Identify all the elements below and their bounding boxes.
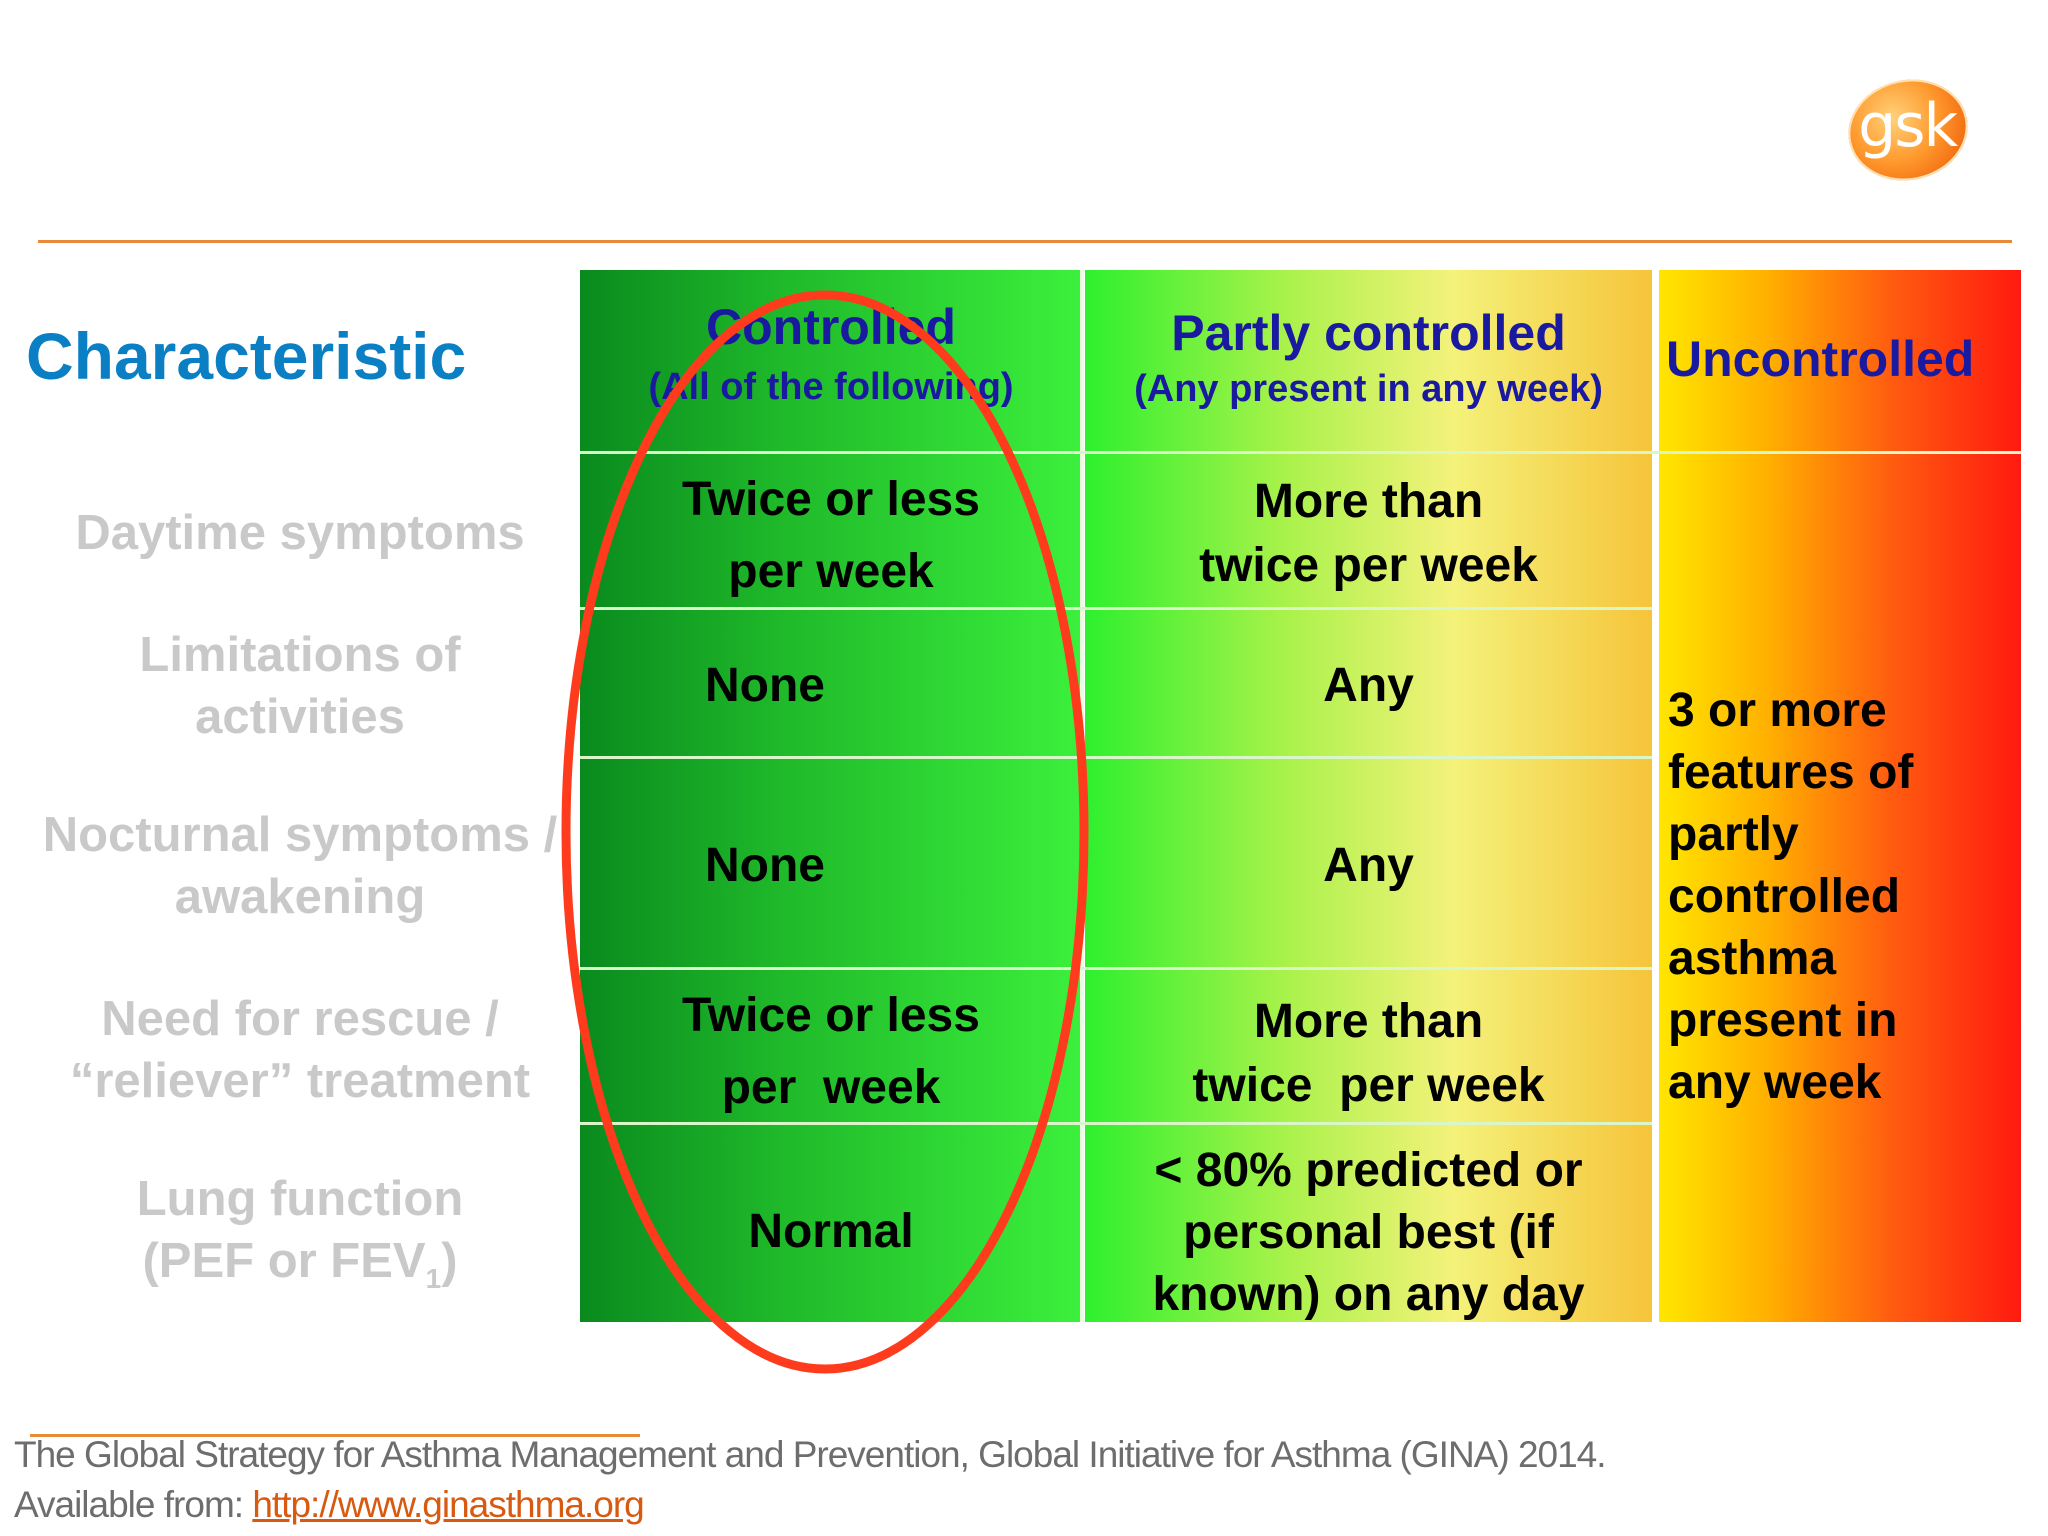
cell-line: < 80% predicted or xyxy=(1154,1144,1583,1197)
bottom-divider xyxy=(30,1434,640,1437)
cell-line: partly xyxy=(1668,808,1799,861)
row-label-limitations: Limitations of activities xyxy=(20,624,580,748)
row-label-line: Daytime symptoms xyxy=(75,506,525,560)
citation: The Global Strategy for Asthma Managemen… xyxy=(14,1430,1607,1530)
cell-line: Twice or less xyxy=(682,989,980,1042)
row-label-line: Nocturnal symptoms / xyxy=(42,808,558,862)
cell-line: None xyxy=(705,659,825,712)
cell-partly-limitations: Any xyxy=(1085,654,1652,718)
cell-line: controlled xyxy=(1668,870,1901,923)
row-label-rescue: Need for rescue / “reliever” treatment xyxy=(20,988,580,1112)
cell-controlled-limitations: None xyxy=(580,654,950,718)
row-divider xyxy=(580,756,1652,759)
row-label-lung-function: Lung function (PEF or FEV1) xyxy=(20,1168,580,1310)
cell-partly-rescue: More than twice per week xyxy=(1085,990,1652,1118)
cell-line: Twice or less xyxy=(682,473,980,526)
row-label-subscript: 1 xyxy=(425,1262,442,1294)
row-label-line: (PEF or FEV1) xyxy=(20,1230,580,1310)
column-controlled xyxy=(580,270,1082,1322)
header-subtitle: (Any present in any week) xyxy=(1134,368,1603,410)
header-subtitle: (All of the following) xyxy=(648,366,1014,408)
row-label-line: Limitations of xyxy=(139,628,461,682)
cell-line: More than xyxy=(1253,475,1484,528)
cell-line: Any xyxy=(1323,659,1414,712)
row-divider xyxy=(580,967,1652,970)
available-prefix: Available from: xyxy=(14,1484,253,1525)
highlight-ellipse xyxy=(561,290,1089,1374)
column-separator xyxy=(1652,270,1659,1322)
citation-available: Available from: http://www.ginasthma.org xyxy=(14,1480,1606,1530)
row-divider xyxy=(580,1122,1652,1125)
row-label-line: Need for rescue / xyxy=(101,992,499,1046)
cell-partly-daytime: More than twice per week xyxy=(1085,470,1652,598)
cell-controlled-lung: Normal xyxy=(580,1200,1082,1264)
logo-text: gsk xyxy=(1858,91,1957,162)
top-divider xyxy=(38,240,2012,243)
row-label-suffix: ) xyxy=(441,1234,458,1288)
cell-line: More than xyxy=(1253,995,1484,1048)
cell-line: known) on any day xyxy=(1152,1268,1585,1321)
citation-text: The Global Strategy for Asthma Managemen… xyxy=(14,1434,1607,1475)
gina-link[interactable]: http://www.ginasthma.org xyxy=(252,1484,644,1525)
cell-line: twice per week xyxy=(1192,1059,1545,1112)
cell-line: Any xyxy=(1323,839,1414,892)
cell-line: personal best (if xyxy=(1183,1206,1554,1259)
cell-line: None xyxy=(705,839,825,892)
cell-line: present in xyxy=(1668,994,1898,1047)
cell-line: asthma xyxy=(1668,932,1837,985)
cell-controlled-rescue: Twice or less per week xyxy=(580,980,1082,1124)
row-divider xyxy=(580,607,1652,610)
cell-line: any week xyxy=(1668,1056,1882,1109)
row-label-line: activities xyxy=(195,690,405,744)
column-uncontrolled xyxy=(1659,270,2021,1322)
cell-controlled-daytime: Twice or less per week xyxy=(580,464,1082,608)
cell-line: per week xyxy=(721,1061,941,1114)
cell-line: twice per week xyxy=(1199,539,1538,592)
cell-partly-lung: < 80% predicted or personal best (if kno… xyxy=(1085,1140,1652,1326)
header-uncontrolled: Uncontrolled xyxy=(1666,330,2021,388)
cell-line: 3 or more xyxy=(1668,684,1887,737)
cell-line: Normal xyxy=(748,1205,914,1258)
cell-line: per week xyxy=(728,545,934,598)
cell-line: features of xyxy=(1668,746,1914,799)
cell-uncontrolled: 3 or more features of partly controlled … xyxy=(1668,680,2018,1114)
row-label-prefix: (PEF or FEV xyxy=(142,1234,426,1288)
cell-controlled-nocturnal: None xyxy=(580,834,950,898)
header-title: Partly controlled xyxy=(1171,305,1566,361)
row-divider xyxy=(580,451,2021,454)
characteristic-heading: Characteristic xyxy=(26,319,467,393)
row-label-nocturnal: Nocturnal symptoms / awakening xyxy=(20,804,580,928)
row-label-daytime: Daytime symptoms xyxy=(20,502,580,564)
cell-partly-nocturnal: Any xyxy=(1085,834,1652,898)
header-title: Uncontrolled xyxy=(1666,331,1975,387)
row-label-line: Lung function xyxy=(136,1172,464,1226)
gsk-logo: gsk xyxy=(1838,68,1978,192)
column-partly-controlled xyxy=(1085,270,1652,1322)
row-label-line: “reliever” treatment xyxy=(69,1054,531,1108)
row-label-line: awakening xyxy=(174,870,426,924)
header-partly-controlled: Partly controlled (Any present in any we… xyxy=(1085,304,1652,411)
